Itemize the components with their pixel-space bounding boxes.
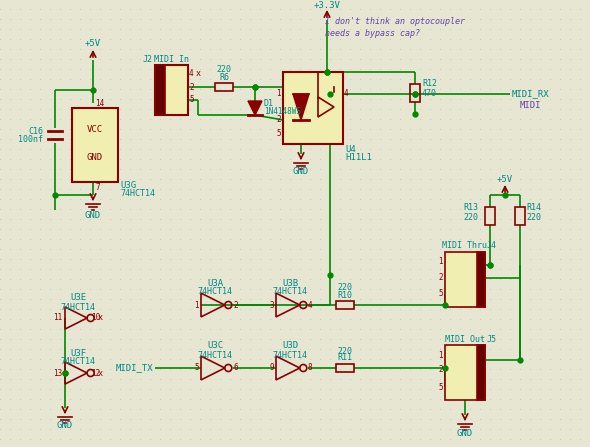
Text: J2: J2 [143,55,153,64]
Text: 5: 5 [438,290,443,299]
Text: 2: 2 [233,300,238,309]
Text: GND: GND [85,211,101,220]
Text: 74HCT14: 74HCT14 [61,358,96,367]
Polygon shape [293,94,309,120]
Text: U3C: U3C [207,342,223,350]
Text: 1: 1 [194,300,199,309]
Text: 5: 5 [276,130,281,139]
Text: MIDI Thru: MIDI Thru [442,241,487,250]
Text: GND: GND [293,168,309,177]
Text: R11: R11 [337,354,352,363]
Text: +3.3V: +3.3V [313,0,340,9]
Text: x: x [98,368,103,378]
Text: R12: R12 [422,80,437,89]
Bar [336,364,354,372]
Text: U3G: U3G [120,181,136,190]
Text: MIDI Out: MIDI Out [445,334,485,343]
Text: MIDI_TX: MIDI_TX [116,363,153,372]
Text: 220: 220 [337,283,352,292]
Text: 220: 220 [217,66,231,75]
Text: U3E: U3E [70,294,86,303]
Text: 4: 4 [308,300,313,309]
Text: needs a bypass cap?: needs a bypass cap? [325,29,420,38]
Text: MIDI In: MIDI In [153,55,188,64]
Text: 74HCT14: 74HCT14 [273,350,307,359]
Text: I don't think an optocoupler: I don't think an optocoupler [325,17,465,26]
Bar [445,252,485,307]
Text: GND: GND [57,422,73,430]
Bar [477,252,485,307]
Text: 2: 2 [276,115,281,125]
Text: 74HCT14: 74HCT14 [198,350,232,359]
Text: +5V: +5V [497,176,513,185]
Text: 1: 1 [276,89,281,98]
Text: MIDI_RX: MIDI_RX [512,89,550,98]
Text: x: x [98,313,103,322]
Bar [215,83,233,91]
Text: 13: 13 [53,368,62,378]
Bar [155,65,188,115]
Text: 1N4148WS: 1N4148WS [264,107,301,117]
Text: 10: 10 [91,313,100,322]
Text: 220: 220 [463,214,478,223]
Text: U3B: U3B [282,278,298,287]
Text: 12: 12 [91,368,100,378]
Text: 220: 220 [337,346,352,355]
Text: J5: J5 [487,334,497,343]
Text: 74HCT14: 74HCT14 [120,190,155,198]
Text: 74HCT14: 74HCT14 [273,287,307,296]
Text: GND: GND [87,153,103,163]
Text: GND: GND [457,429,473,438]
Text: 100nf: 100nf [18,135,43,144]
Text: 5: 5 [438,383,443,392]
Text: 74HCT14: 74HCT14 [198,287,232,296]
Text: 2: 2 [189,83,194,92]
Bar [155,65,165,115]
Text: R13: R13 [463,203,478,212]
Text: R10: R10 [337,291,352,299]
Text: U3A: U3A [207,278,223,287]
Text: 5: 5 [189,96,194,105]
Bar [485,207,495,225]
Text: H11L1: H11L1 [345,153,372,163]
Text: U3D: U3D [282,342,298,350]
Text: 9: 9 [270,363,274,372]
Bar [72,108,118,182]
Text: R6: R6 [219,72,229,81]
Text: 1: 1 [438,257,443,266]
Bar [336,301,354,309]
Text: 470: 470 [422,89,437,98]
Polygon shape [248,101,262,115]
Text: x: x [196,69,201,79]
Text: U4: U4 [345,144,356,153]
Text: J4: J4 [487,241,497,250]
Text: 6: 6 [233,363,238,372]
Bar [515,207,525,225]
Text: 3: 3 [270,300,274,309]
Text: 220: 220 [526,214,541,223]
Bar [283,72,343,144]
Text: U3F: U3F [70,349,86,358]
Text: R14: R14 [526,203,541,212]
Bar [410,84,420,102]
Text: 5: 5 [194,363,199,372]
Text: VCC: VCC [87,126,103,135]
Text: 8: 8 [308,363,313,372]
Text: 11: 11 [53,313,62,322]
Bar [445,345,485,400]
Text: +5V: +5V [85,39,101,49]
Text: 14: 14 [95,100,104,109]
Text: C16: C16 [28,127,43,135]
Text: 7: 7 [95,184,100,193]
Text: 4: 4 [189,69,194,79]
Text: 74HCT14: 74HCT14 [61,303,96,312]
Text: 2: 2 [438,273,443,282]
Text: 1: 1 [438,350,443,359]
Text: MIDI: MIDI [520,101,542,110]
Bar [477,345,485,400]
Text: 2: 2 [438,366,443,375]
Text: 4: 4 [344,89,349,98]
Text: D1: D1 [264,100,274,109]
